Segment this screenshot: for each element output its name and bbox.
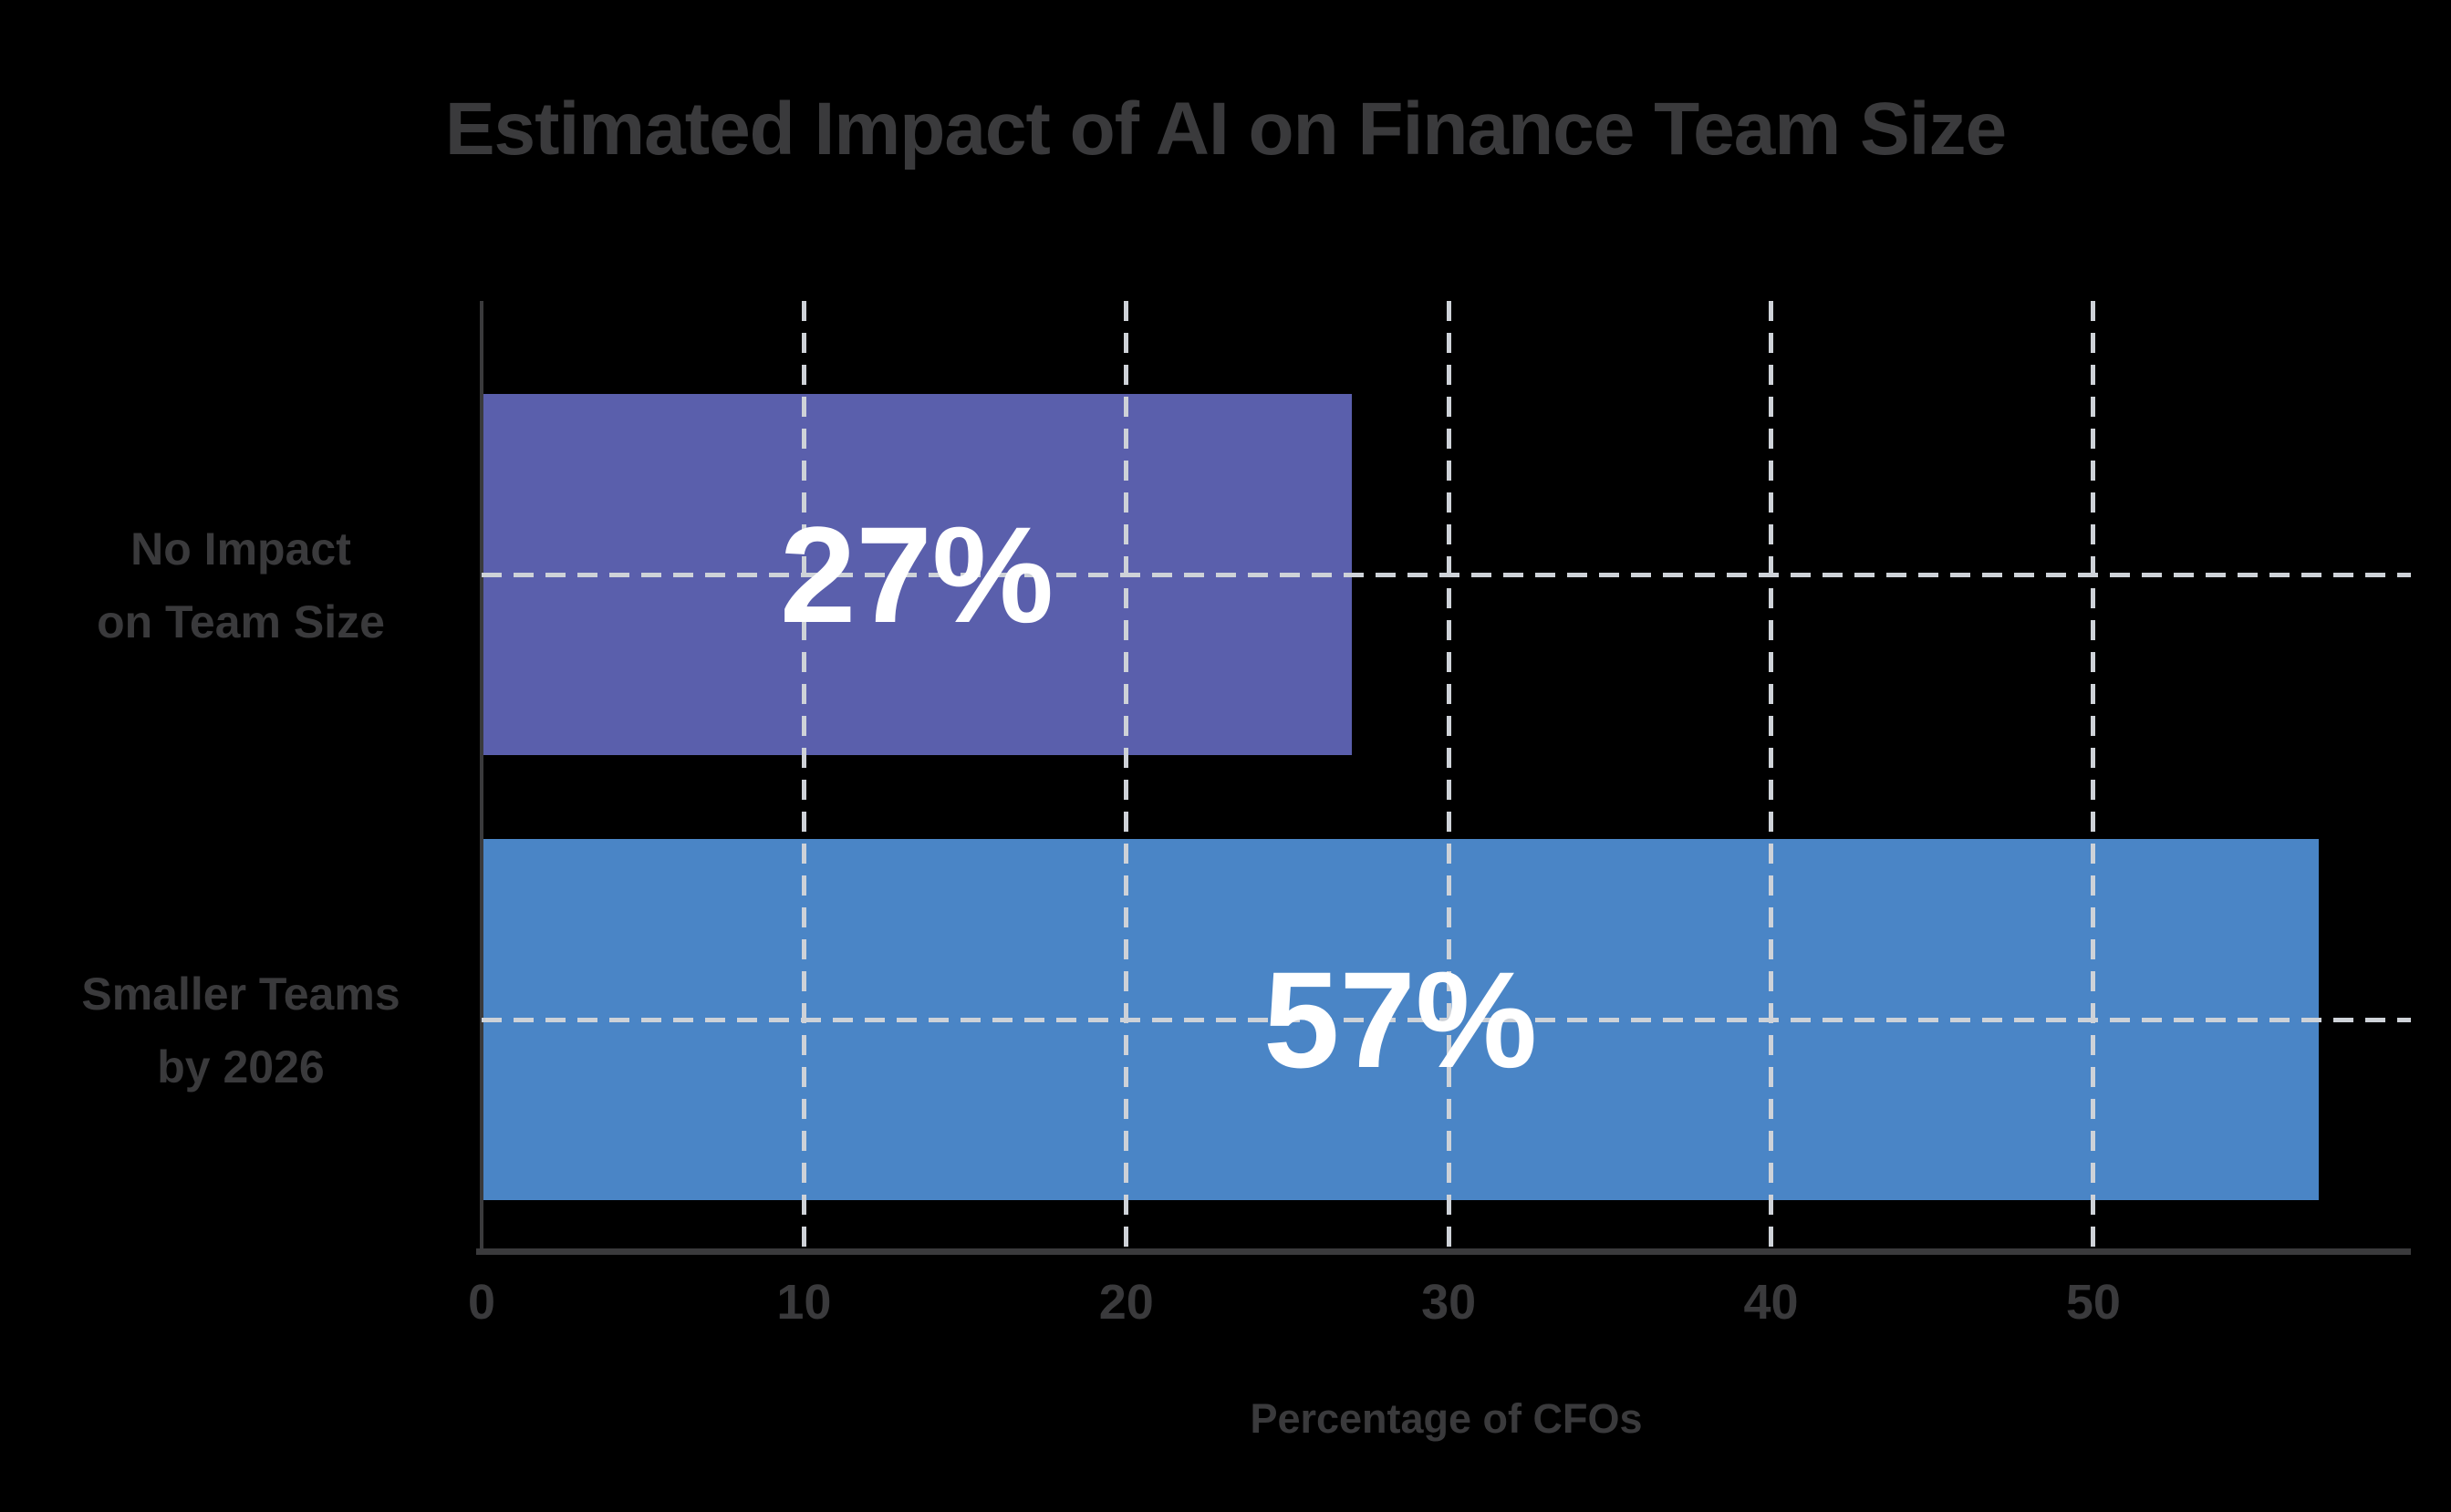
- v-gridline: [801, 301, 806, 1251]
- chart-title: Estimated Impact of AI on Finance Team S…: [444, 88, 2007, 171]
- v-gridline: [2091, 301, 2096, 1251]
- h-gridline: [482, 1017, 2411, 1022]
- x-axis-line: [476, 1248, 2411, 1255]
- v-gridline: [1446, 301, 1451, 1251]
- y-axis-line: [480, 301, 483, 1255]
- x-tick-label: 0: [467, 1275, 496, 1330]
- x-axis-title: Percentage of CFOs: [1250, 1395, 1643, 1442]
- x-tick-label: 50: [2065, 1275, 2121, 1330]
- category-label: Smaller Teams by 2026: [81, 968, 400, 1093]
- h-gridline: [482, 572, 2411, 577]
- x-tick-label: 10: [776, 1275, 832, 1330]
- x-tick-label: 20: [1098, 1275, 1154, 1330]
- v-gridline: [1769, 301, 1774, 1251]
- x-tick-label: 40: [1743, 1275, 1799, 1330]
- x-tick-label: 30: [1421, 1275, 1477, 1330]
- category-label: No Impact on Team Size: [97, 523, 385, 647]
- v-gridline: [1124, 301, 1129, 1251]
